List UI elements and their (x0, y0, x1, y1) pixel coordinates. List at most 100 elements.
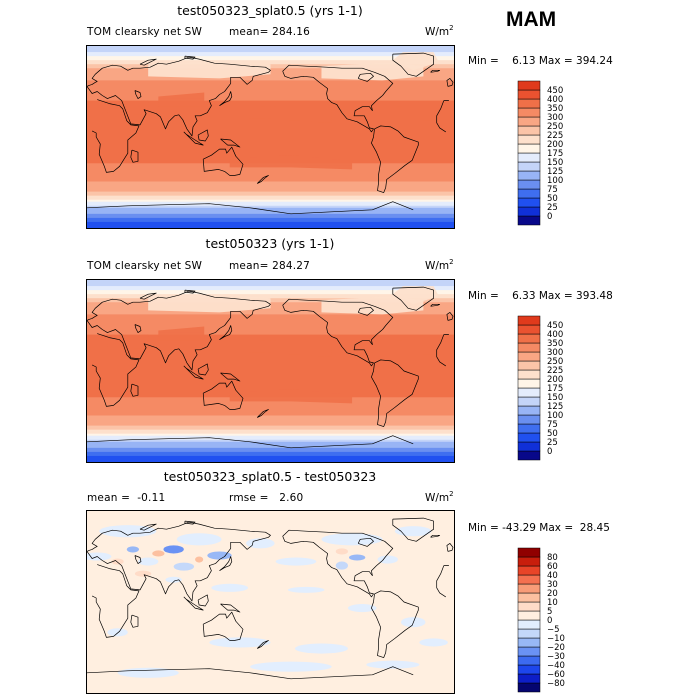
field-band-2 (87, 411, 454, 415)
panel3-colorbar-tick: −60 (547, 670, 565, 680)
panel3-colorbar-box (517, 646, 541, 657)
coastline (371, 590, 419, 658)
coastline (256, 640, 269, 649)
field-band-1 (87, 62, 454, 65)
field-band-1 (87, 225, 454, 228)
coastline (87, 521, 271, 602)
field-band-1 (87, 139, 454, 142)
coastline (87, 435, 414, 449)
coastline (357, 72, 374, 82)
coastline (91, 333, 449, 407)
field-band-1 (87, 132, 454, 136)
coastline (87, 56, 271, 137)
field-band-1 (87, 189, 454, 193)
panel3-colorbar-box (517, 565, 541, 576)
diff-blob (152, 550, 165, 557)
field-patch (229, 389, 353, 404)
coastline (183, 596, 204, 611)
field-band-2 (87, 403, 454, 406)
panel1-colorbar-tick: 125 (547, 167, 563, 177)
panel3-colorbar-box (517, 592, 541, 603)
coastline (91, 564, 449, 638)
coastline (430, 69, 441, 73)
field-band-1 (87, 175, 454, 179)
panel1-colorbar-box (517, 89, 541, 100)
field-band-1 (87, 199, 454, 203)
field-band-1 (87, 50, 454, 53)
panel3-colorbar-box (517, 601, 541, 612)
panel2-colorbar-box (517, 342, 541, 353)
diff-blob (176, 533, 222, 546)
panel1-colorbar-tick: 75 (547, 185, 558, 195)
panel3-colorbar-tick: −80 (547, 679, 565, 689)
panel2-colorbar: 0 25 50 75 100 125 150 175 200 225 250 300 350 400 450 (517, 315, 578, 461)
diff-blob (209, 637, 271, 648)
coastline (371, 125, 419, 193)
field-band-1 (87, 153, 454, 156)
field-patch (392, 340, 444, 355)
field-band-1 (87, 155, 454, 158)
coastline (183, 365, 204, 380)
diff-blob (419, 638, 448, 647)
coastline (357, 306, 374, 316)
panel3-units: W/m2 (425, 490, 454, 504)
panel3-colorbar-tick: −20 (547, 643, 565, 653)
panel1-title: test050323_splat0.5 (yrs 1-1) (177, 3, 363, 18)
coastline (392, 286, 434, 311)
diff-blob (207, 551, 232, 560)
panel2-colorbar-box (517, 423, 541, 434)
panel3-colorbar-tick: −30 (547, 652, 565, 662)
panel3-minmax: Min = -43.29 Max = 28.45 (468, 522, 610, 534)
field-band-2 (87, 358, 454, 362)
field-band-2 (87, 409, 454, 413)
panel1-colorbar-tick: 300 (547, 113, 563, 123)
panel1-colorbar-tick: 350 (547, 104, 563, 114)
coastline (134, 555, 142, 564)
field-band-2 (87, 314, 454, 317)
field-band-2 (87, 417, 454, 421)
panel1-colorbar-box (517, 188, 541, 199)
panel1-colorbar-box (517, 197, 541, 208)
panel3-colorbar-tick: 30 (547, 580, 558, 590)
field-band-2 (87, 413, 454, 417)
field-band-1 (87, 124, 454, 128)
panel1-colorbar-box (517, 206, 541, 217)
panel3-colorbar-tick: 10 (547, 598, 558, 608)
diff-blob (126, 546, 139, 553)
coastline (256, 409, 269, 418)
panel2-colorbar-tick: 350 (547, 339, 563, 349)
diff-blob (366, 660, 420, 669)
panel3-colorbar-tick: −5 (547, 625, 560, 635)
coastlines (87, 286, 454, 449)
panel2-colorbar-box (517, 369, 541, 380)
field-band-2 (87, 290, 454, 293)
field-band-1 (87, 58, 454, 61)
field-band-1 (87, 46, 454, 49)
field-band-1 (87, 167, 454, 170)
field-patch (107, 100, 149, 115)
field-band-1 (87, 48, 454, 51)
panel1-mean: mean= 284.16 (229, 26, 311, 38)
panel3-colorbar-tick: 20 (547, 589, 558, 599)
field-patch (209, 106, 332, 123)
field-band-2 (87, 419, 454, 423)
field-band-2 (87, 324, 454, 328)
coastline (430, 534, 441, 538)
field-band-1 (87, 130, 454, 134)
coastline (357, 537, 374, 547)
field-band-1 (87, 54, 454, 57)
field-band-2 (87, 318, 454, 322)
field-band-2 (87, 431, 454, 435)
panel1-colorbar-box (517, 116, 541, 127)
field-patch (392, 106, 444, 121)
coastline (87, 201, 414, 215)
panel3-field (87, 511, 454, 693)
coastline (392, 52, 434, 77)
panel2-mean: mean= 284.27 (229, 260, 311, 272)
field-band-1 (87, 102, 454, 106)
diff-blob (195, 556, 204, 563)
field-band-2 (87, 375, 454, 378)
coastline (91, 99, 449, 173)
coastline (197, 594, 209, 607)
field-band-2 (87, 364, 454, 368)
